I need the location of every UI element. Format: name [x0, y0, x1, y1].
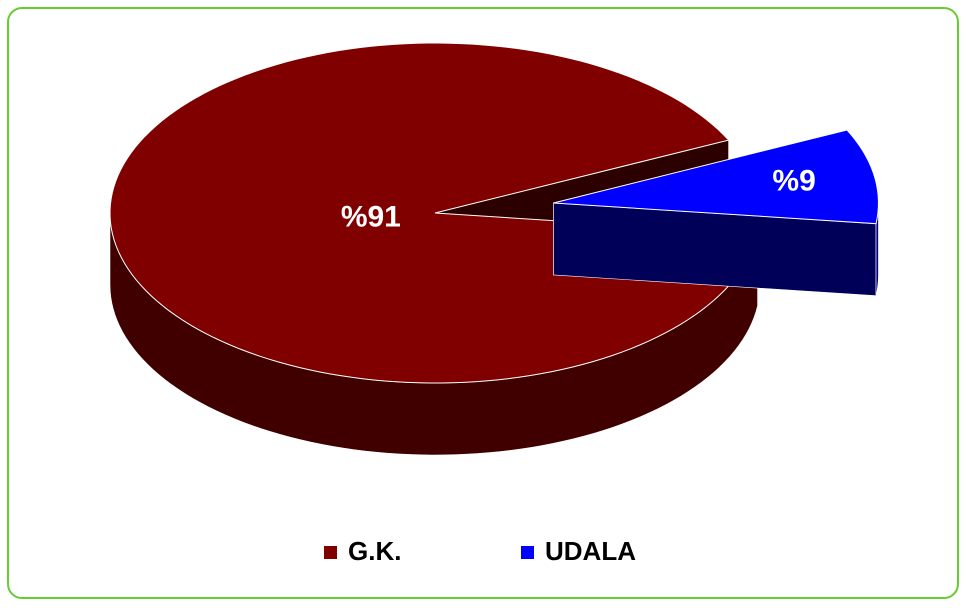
legend-label: UDALA: [545, 536, 636, 566]
legend-swatch: [324, 546, 337, 559]
legend-label: G.K.: [348, 536, 401, 566]
legend: G.K. UDALA: [324, 536, 636, 566]
legend-swatch: [521, 546, 534, 559]
pie: %91 %9: [109, 42, 879, 456]
data-label: %91: [341, 200, 401, 233]
slice-top: [553, 129, 879, 225]
pie-slice: [553, 129, 879, 296]
slice-top: [109, 42, 759, 384]
data-label: %9: [772, 165, 815, 198]
